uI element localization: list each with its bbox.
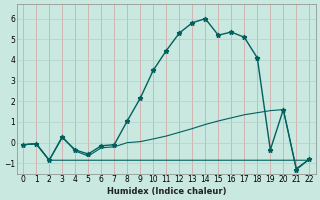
X-axis label: Humidex (Indice chaleur): Humidex (Indice chaleur) xyxy=(107,187,226,196)
